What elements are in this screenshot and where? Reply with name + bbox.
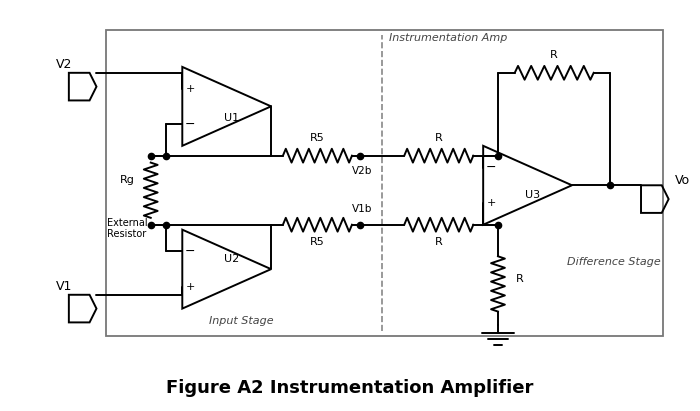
Text: Figure A2 Instrumentation Amplifier: Figure A2 Instrumentation Amplifier [167,379,533,397]
Text: R: R [435,133,442,143]
Text: External
Resistor: External Resistor [106,218,148,240]
Text: R5: R5 [310,238,325,247]
Text: V1: V1 [56,280,72,293]
Text: Instrumentation Amp: Instrumentation Amp [389,33,508,43]
Text: Rg: Rg [120,175,134,185]
Text: −: − [185,118,195,131]
Text: V2: V2 [56,58,72,72]
Text: −: − [486,161,496,174]
Text: R5: R5 [310,133,325,143]
Text: +: + [486,198,496,208]
Text: U2: U2 [224,254,239,264]
Text: +: + [186,83,195,94]
Text: Input Stage: Input Stage [209,316,274,326]
Text: V1b: V1b [351,204,372,214]
Text: U1: U1 [224,113,239,123]
Text: V2b: V2b [351,166,372,176]
Text: R: R [435,238,442,247]
Text: +: + [186,282,195,292]
Text: −: − [185,245,195,258]
Text: R: R [550,50,558,60]
Text: Difference Stage: Difference Stage [567,257,661,267]
Text: U3: U3 [525,190,540,200]
Text: R: R [516,274,524,284]
Text: Vo: Vo [675,174,690,187]
